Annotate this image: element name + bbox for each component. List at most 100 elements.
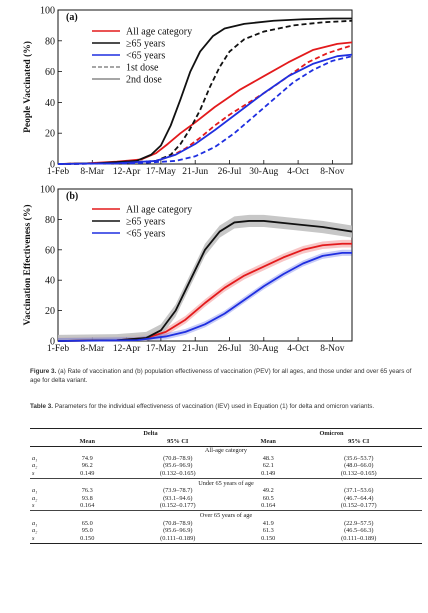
table-cell-d-ci: (93.1–94.6) [163,494,193,502]
x-tick-label: 26-Jul [218,167,242,177]
table-group-title-row: Under 65 years of age [30,477,422,488]
table-cell-d-ci: (0.111–0.189) [114,534,241,545]
col-header-omicron-ci: 95% CI [295,437,422,448]
figure-caption-text: (a) Rate of vaccination and (b) populati… [30,368,412,384]
series-line [57,55,353,165]
table-cell-o-ci: (46.7–64.4) [344,494,374,502]
y-tick-label: 60 [45,67,55,78]
table-cell-o-ci: (37.1–53.6) [344,487,374,495]
table-cell-o-ci: (48.0–66.0) [344,462,374,470]
table-caption-text: Parameters for the individual effectiven… [54,403,375,410]
table-cell-o-mean: 62.1 [262,462,274,470]
plot-frame [57,188,353,342]
series-line [57,41,353,165]
x-tick-label: 12-Apr [113,167,141,177]
table-cell-o-ci: (0.132–0.165) [340,469,377,477]
x-tick-label: 4-Oct [287,167,309,177]
x-tick-label: 8-Mar [80,167,105,177]
table-row: s 0.150 (0.111–0.189) 0.150 (0.111–0.189) [30,534,422,545]
table-column-header-row: Mean 95% CI Mean 95% CI [30,437,422,448]
table-caption: Table 3. Parameters for the individual e… [30,402,422,411]
x-tick-label: 30-Aug [249,344,278,354]
series-line [57,19,353,165]
table-cell-d-ci: (70.8–78.9) [163,519,193,527]
table-cell-sym: s [32,502,35,510]
x-tick-label: 17-May [146,167,176,177]
y-tick-label: 100 [40,185,55,196]
x-tick-label: 8-Mar [80,344,105,354]
x-tick-label: 8-Nov [320,167,345,177]
table-cell-d-ci: (0.152–0.177) [159,502,196,510]
table-row: a₁ 76.3 (73.9–78.7) 49.2 (37.1–53.6) [30,487,422,495]
table-cell-d-mean: 74.9 [81,454,93,462]
table-cell-d-mean: 0.150 [60,534,115,545]
table-cell-sym: a₂ [32,494,38,502]
table-cell-o-ci: (46.5–66.3) [344,527,374,535]
legend-label: 1st dose [126,63,159,74]
legend-label: 2nd dose [126,75,162,86]
table-group-title-row: Over 65 years of age [30,509,422,520]
table-cell-d-mean: 95.0 [81,527,93,535]
table-cell-o-ci: (22.9–57.5) [344,519,374,527]
y-tick-label: 80 [45,36,55,47]
x-tick-label: 1-Feb [47,167,69,177]
table-group-title: All-age category [204,447,248,455]
table-cell-d-ci: (0.132–0.165) [159,469,196,477]
legend-label: ≥65 years [126,39,165,50]
y-tick-label: 20 [45,306,55,317]
table-cell-d-ci: (95.6–96.9) [163,527,193,535]
legend-label: All age category [126,27,192,38]
table-group-title-row: All-age category [30,447,422,455]
legend-label: All age category [126,205,192,216]
table-cell-d-mean: 0.164 [80,502,95,510]
table-cell-o-ci: (0.152–0.177) [340,502,377,510]
parameter-table: Delta Omicron Mean 95% CI Mean 95% CI Al… [30,427,422,545]
x-tick-label: 30-Aug [249,167,278,177]
table-cell-d-ci: (73.9–78.7) [163,487,193,495]
table-row: a₁ 65.0 (70.8–78.9) 41.9 (22.9–57.5) [30,520,422,528]
table-cell-sym: a₂ [32,462,38,470]
table-cell-sym: a₁ [32,454,38,462]
y-tick-label: 0 [50,160,55,171]
table-cell-o-mean: 49.2 [262,487,274,495]
table-row: a₂ 95.0 (95.6–96.9) 61.3 (46.5–66.3) [30,527,422,535]
table-cell-o-mean: 41.9 [262,519,274,527]
table-cell-d-mean: 76.3 [81,487,93,495]
table-cell-o-mean: 61.3 [262,527,274,535]
table-caption-label: Table 3. [30,403,53,410]
series-line [57,53,353,165]
table-cell-d-ci: (95.6–96.9) [163,462,193,470]
table-cell-o-mean: 0.150 [240,534,296,545]
group-header-delta: Delta [60,427,241,438]
figure-caption-label: Figure 3. [30,368,57,375]
x-tick-label: 21-Jun [182,344,208,354]
legend-label: <65 years [126,51,165,62]
series-ci-band [58,249,352,341]
table-row: s 0.164 (0.152–0.177) 0.164 (0.152–0.177) [30,502,422,510]
vaccination-rate-chart: 0 20 40 60 80 100 1-Feb 8-Mar 12-Apr 17-May 21-Jun… [22,6,353,177]
x-tick-label: 4-Oct [287,344,309,354]
y-tick-label: 0 [50,337,55,348]
table-cell-d-mean: 96.2 [81,462,93,470]
y-tick-label: 20 [45,129,55,140]
vaccination-effectiveness-chart: 0 20 40 60 80 100 1-Feb 8-Mar 12-Apr 17-May 21-Jun… [22,185,353,354]
table-cell-o-mean: 60.5 [262,494,274,502]
table-cell-d-mean: 65.0 [81,519,93,527]
panel-label: (b) [66,191,78,202]
figure-caption: Figure 3. (a) Rate of vaccination and (b… [30,367,422,385]
table-group-title: Under 65 years of age [30,477,422,488]
table-row: a₁ 74.9 (70.8–78.9) 48.3 (35.6–53.7) [30,455,422,463]
panel-label: (a) [66,12,78,23]
x-tick-label: 17-May [146,344,176,354]
table-cell-sym: a₁ [32,519,38,527]
y-tick-label: 40 [45,98,55,109]
table-cell-sym: a₂ [32,527,38,535]
table-group-title: Over 65 years of age [30,509,422,520]
col-header-delta-mean: Mean [60,437,115,448]
legend-label: ≥65 years [126,217,165,228]
table-row: s 0.149 (0.132–0.165) 0.149 (0.132–0.165) [30,470,422,478]
y-axis-label: Vaccination Effectiveness (%) [22,204,33,325]
x-tick-label: 12-Apr [113,344,141,354]
col-header-delta-ci: 95% CI [114,437,241,448]
table-cell-d-mean: 0.149 [80,469,95,477]
